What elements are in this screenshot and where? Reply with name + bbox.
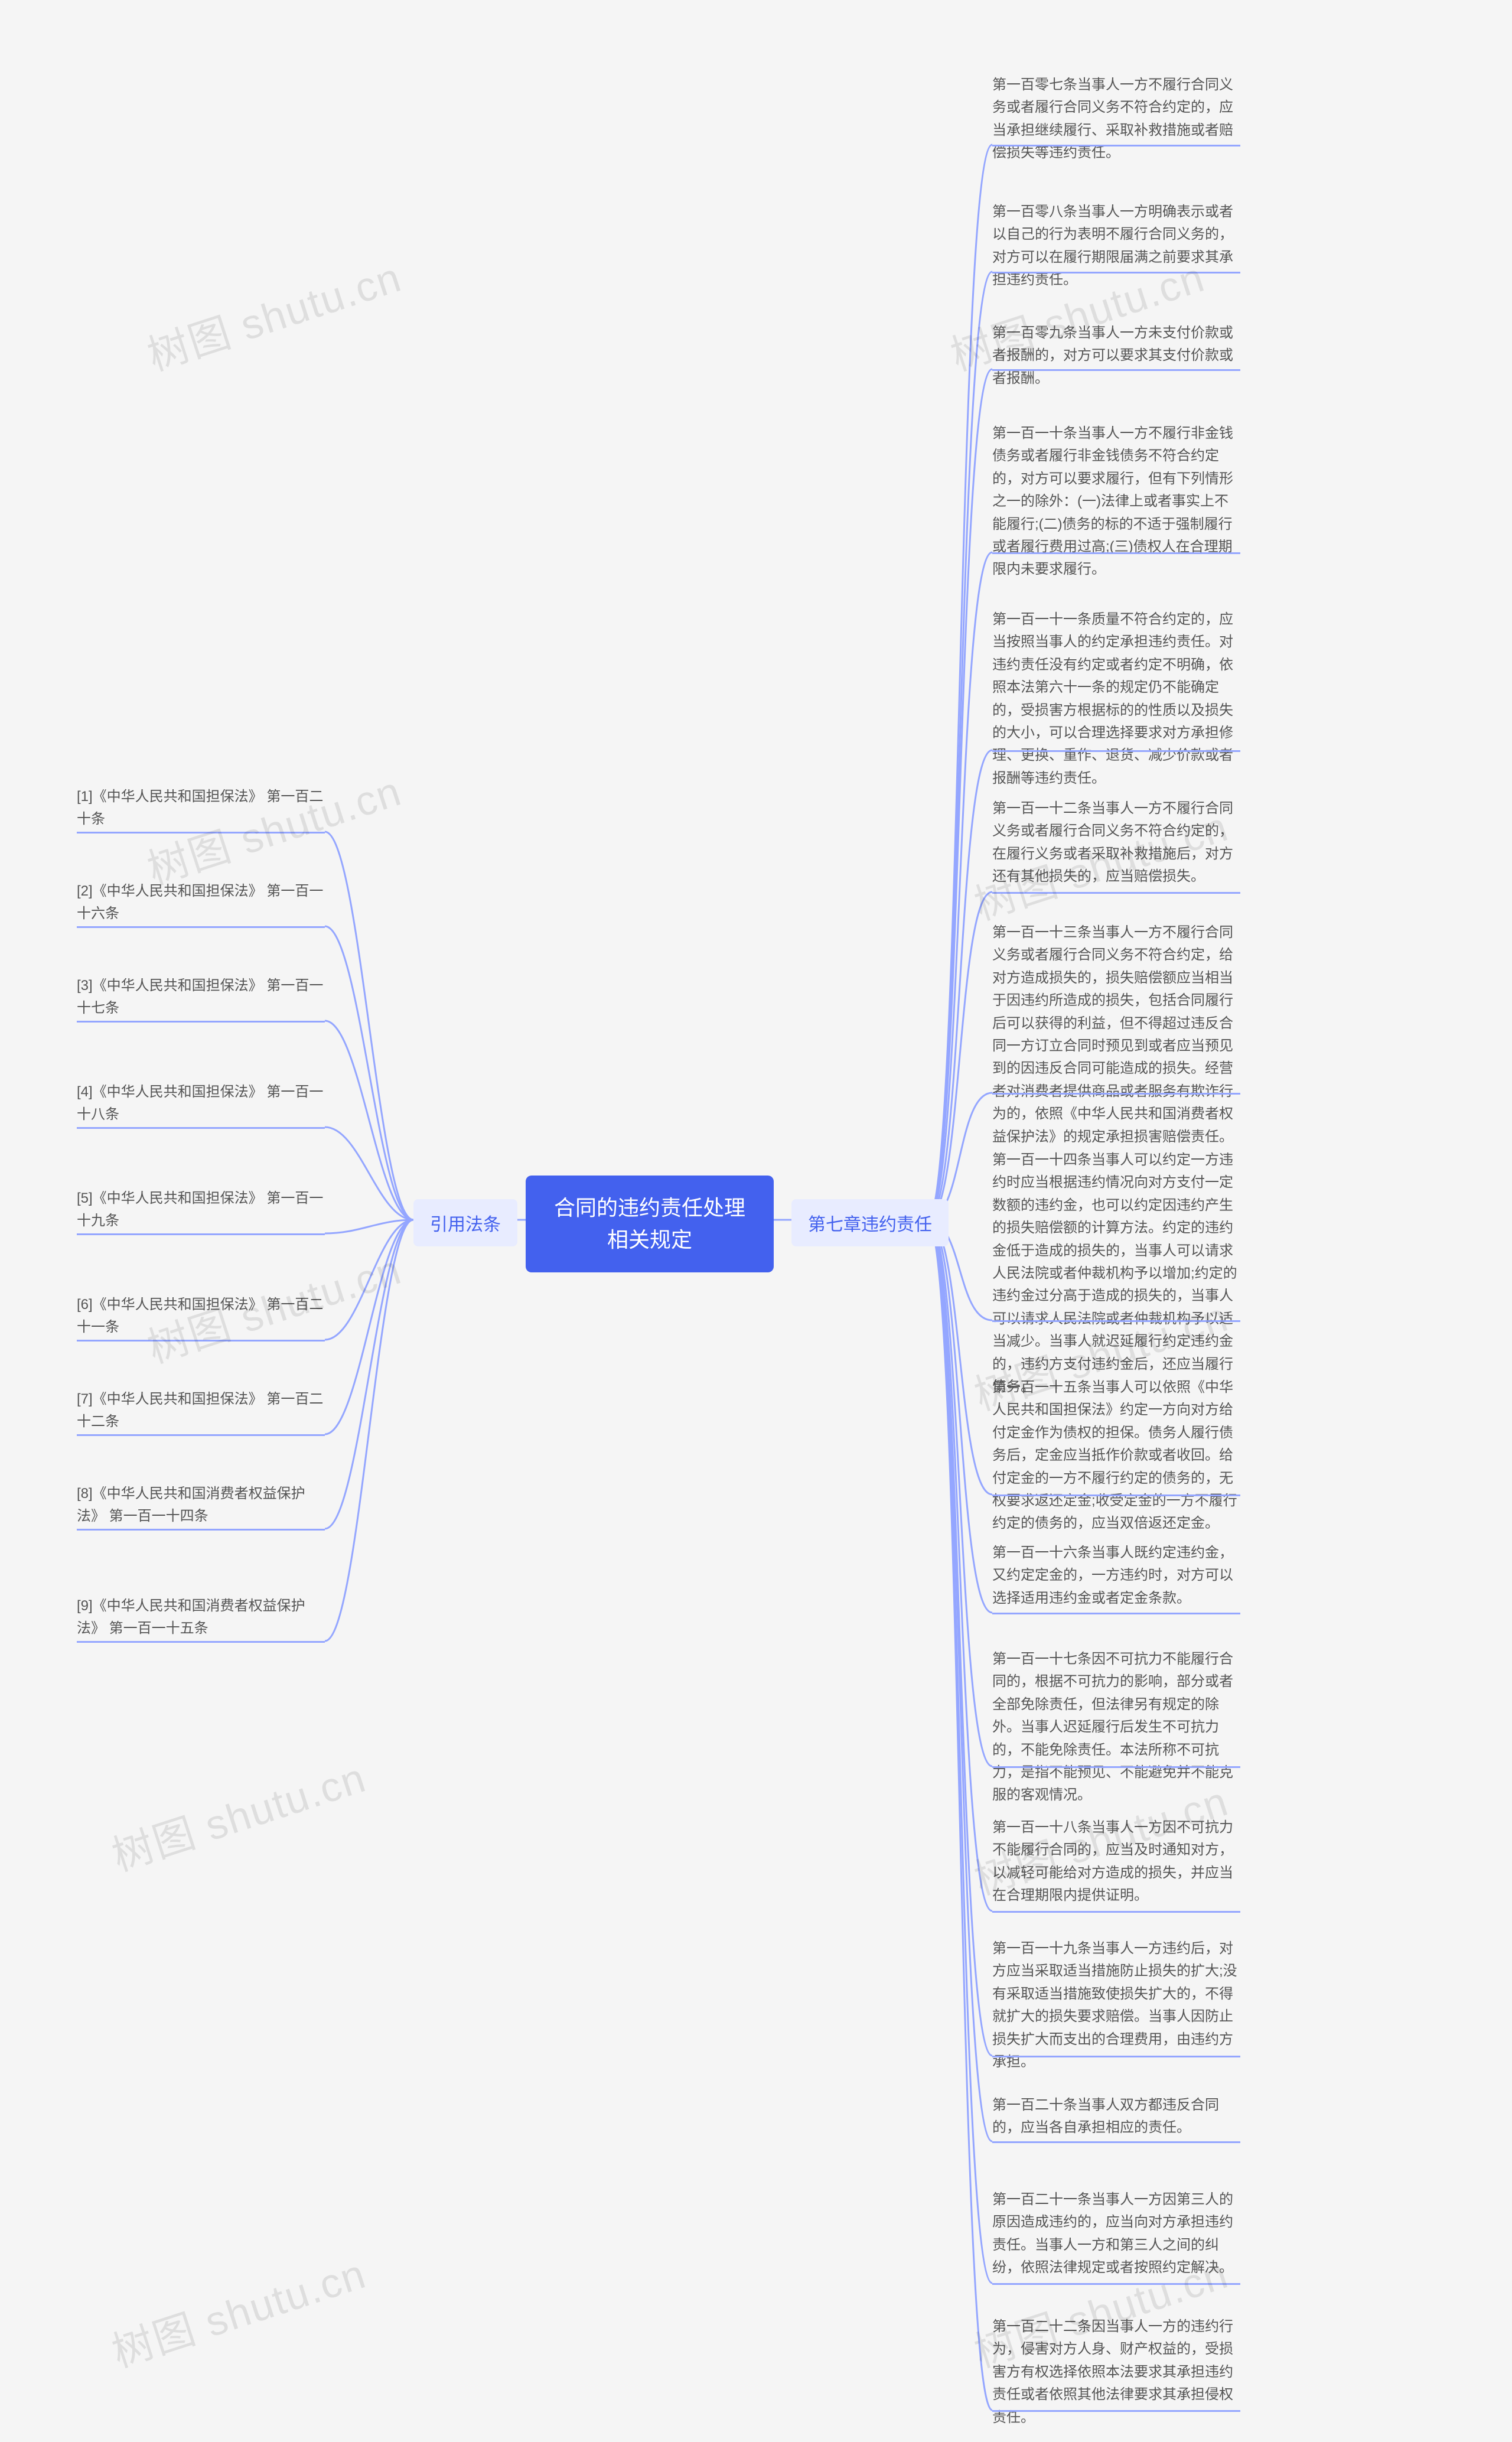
right-leaf: 第一百一十条当事人一方不履行非金钱债务或者履行非金钱债务不符合约定的，对方可以要…	[992, 422, 1240, 581]
right-leaf: 第一百一十四条当事人可以约定一方违约时应当根据违约情况向对方支付一定数额的违约金…	[992, 1149, 1240, 1398]
leaf-underline	[992, 369, 1240, 371]
left-leaf: [1]《中华人民共和国担保法》 第一百二十条	[77, 786, 325, 831]
leaf-underline	[992, 1911, 1240, 1913]
leaf-underline	[992, 2056, 1240, 2057]
right-leaf: 第一百二十条当事人双方都违反合同的，应当各自承担相应的责任。	[992, 2094, 1240, 2140]
mindmap-canvas: 合同的违约责任处理相关规定 引用法条 第七章违约责任 [1]《中华人民共和国担保…	[0, 0, 1512, 2442]
leaf-underline	[992, 750, 1240, 752]
leaf-underline	[77, 1340, 325, 1342]
watermark: 树图 shutu.cn	[103, 2241, 372, 2379]
right-leaf: 第一百零九条当事人一方未支付价款或者报酬的，对方可以要求其支付价款或者报酬。	[992, 322, 1240, 390]
watermark: 树图 shutu.cn	[139, 245, 408, 383]
leaf-underline	[992, 1613, 1240, 1614]
left-leaf: [4]《中华人民共和国担保法》 第一百一十八条	[77, 1081, 325, 1126]
leaf-underline	[77, 1233, 325, 1235]
right-leaf: 第一百零七条当事人一方不履行合同义务或者履行合同义务不符合约定的，应当承担继续履…	[992, 74, 1240, 165]
right-leaf: 第一百一十五条当事人可以依照《中华人民共和国担保法》约定一方向对方给付定金作为债…	[992, 1376, 1240, 1535]
right-leaf: 第一百二十二条因当事人一方的违约行为，侵害对方人身、财产权益的，受损害方有权选择…	[992, 2316, 1240, 2429]
leaf-underline	[992, 2141, 1240, 2143]
leaf-underline	[992, 1093, 1240, 1095]
left-leaf: [6]《中华人民共和国担保法》 第一百二十一条	[77, 1294, 325, 1339]
left-leaf: [7]《中华人民共和国担保法》 第一百二十二条	[77, 1388, 325, 1434]
leaf-underline	[992, 145, 1240, 146]
branch-left: 引用法条	[413, 1199, 517, 1246]
watermark: 树图 shutu.cn	[103, 1745, 372, 1883]
leaf-underline	[77, 1127, 325, 1129]
left-leaf: [9]《中华人民共和国消费者权益保护法》 第一百一十五条	[77, 1595, 325, 1640]
leaf-underline	[77, 1529, 325, 1531]
leaf-underline	[77, 1641, 325, 1643]
right-leaf: 第一百一十一条质量不符合约定的，应当按照当事人的约定承担违约责任。对违约责任没有…	[992, 608, 1240, 790]
branch-right: 第七章违约责任	[791, 1199, 949, 1246]
right-leaf: 第一百一十二条当事人一方不履行合同义务或者履行合同义务不符合约定的，在履行义务或…	[992, 797, 1240, 888]
left-leaf: [3]《中华人民共和国担保法》 第一百一十七条	[77, 975, 325, 1020]
leaf-underline	[77, 832, 325, 833]
left-leaf: [5]《中华人民共和国担保法》 第一百一十九条	[77, 1187, 325, 1233]
right-leaf: 第一百一十三条当事人一方不履行合同义务或者履行合同义务不符合约定，给对方造成损失…	[992, 922, 1240, 1148]
right-leaf: 第一百一十九条当事人一方违约后，对方应当采取适当措施防止损失的扩大;没有采取适当…	[992, 1938, 1240, 2073]
right-leaf: 第一百一十八条当事人一方因不可抗力不能履行合同的，应当及时通知对方，以减轻可能给…	[992, 1816, 1240, 1907]
leaf-underline	[992, 552, 1240, 554]
left-leaf: [2]《中华人民共和国担保法》 第一百一十六条	[77, 880, 325, 926]
leaf-underline	[992, 1494, 1240, 1496]
right-leaf: 第一百一十七条因不可抗力不能履行合同的，根据不可抗力的影响，部分或者全部免除责任…	[992, 1648, 1240, 1807]
left-leaf: [8]《中华人民共和国消费者权益保护法》 第一百一十四条	[77, 1483, 325, 1528]
leaf-underline	[992, 1766, 1240, 1768]
right-leaf: 第一百二十一条当事人一方因第三人的原因造成违约的，应当向对方承担违约责任。当事人…	[992, 2189, 1240, 2280]
right-leaf: 第一百零八条当事人一方明确表示或者以自己的行为表明不履行合同义务的，对方可以在履…	[992, 201, 1240, 292]
leaf-underline	[992, 272, 1240, 273]
leaf-underline	[992, 1320, 1240, 1322]
right-leaf: 第一百一十六条当事人既约定违约金，又约定定金的，一方违约时，对方可以选择适用违约…	[992, 1542, 1240, 1610]
leaf-underline	[77, 1434, 325, 1436]
leaf-underline	[992, 2283, 1240, 2285]
root-node: 合同的违约责任处理相关规定	[526, 1176, 774, 1272]
leaf-underline	[992, 892, 1240, 894]
leaf-underline	[77, 926, 325, 928]
leaf-underline	[992, 2410, 1240, 2412]
leaf-underline	[77, 1021, 325, 1023]
